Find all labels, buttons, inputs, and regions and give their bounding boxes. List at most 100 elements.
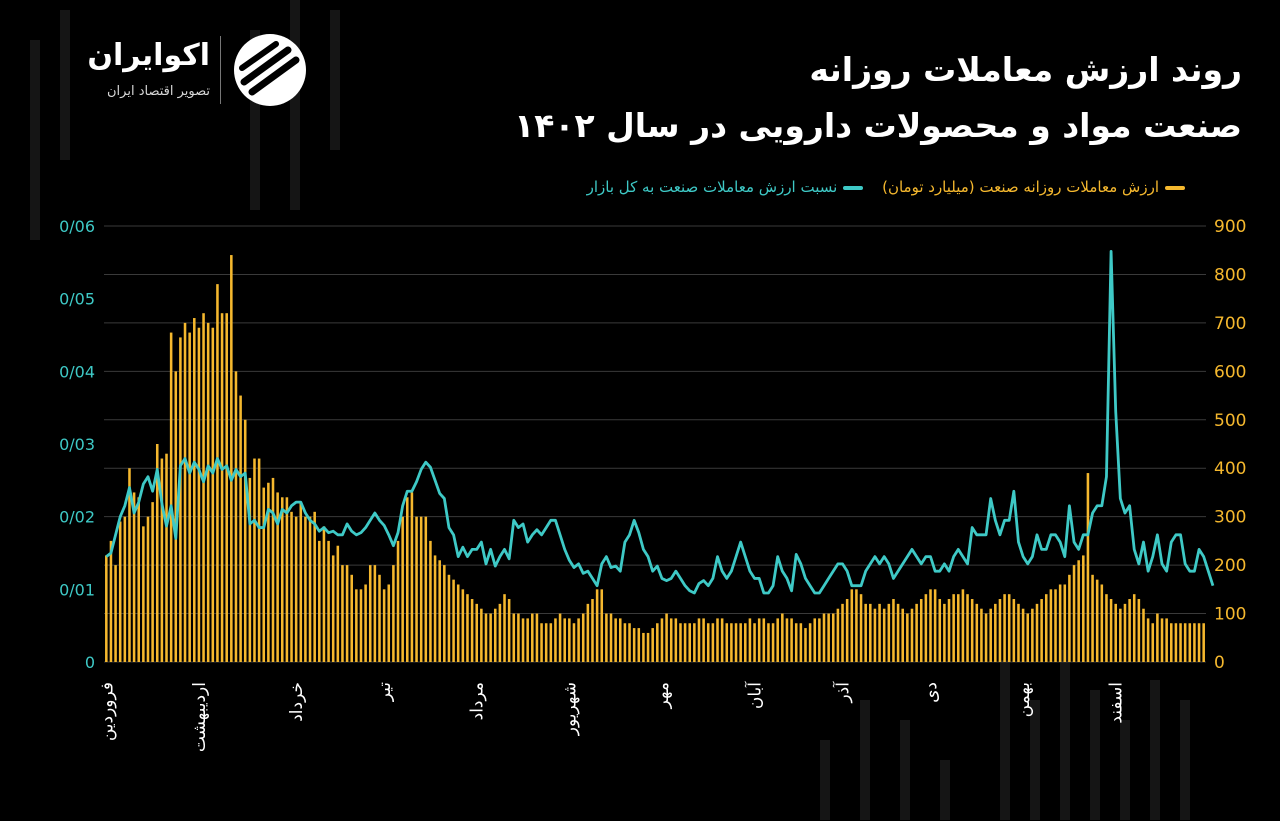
background-candle bbox=[60, 10, 70, 160]
data-bar bbox=[364, 584, 367, 662]
data-bar bbox=[308, 516, 312, 662]
data-bar bbox=[1049, 589, 1053, 662]
data-bar bbox=[1202, 623, 1205, 662]
data-bar bbox=[1026, 613, 1030, 662]
data-bar bbox=[827, 613, 830, 662]
data-bar bbox=[989, 608, 992, 662]
background-candle bbox=[250, 30, 260, 210]
data-bar bbox=[660, 618, 664, 662]
data-bar bbox=[1072, 565, 1076, 662]
data-bar bbox=[952, 594, 955, 662]
data-bar bbox=[137, 497, 141, 662]
right-tick-label: 100 bbox=[1214, 605, 1246, 625]
data-bar bbox=[1003, 594, 1006, 662]
data-bar bbox=[1058, 584, 1062, 662]
legend-bar-label: ارزش معاملات روزانه صنعت (میلیارد تومان) bbox=[882, 178, 1159, 196]
data-bar bbox=[1119, 608, 1122, 662]
data-bar bbox=[702, 618, 705, 662]
data-bar bbox=[957, 594, 960, 662]
month-tick-label: مرداد bbox=[468, 682, 488, 720]
data-bar bbox=[818, 618, 821, 662]
data-bar bbox=[618, 618, 622, 662]
data-bar bbox=[243, 419, 247, 662]
data-bar bbox=[859, 594, 863, 662]
data-bar bbox=[220, 313, 224, 662]
data-bar bbox=[535, 613, 539, 662]
data-bar bbox=[1082, 555, 1085, 662]
data-bar bbox=[1105, 594, 1108, 662]
data-bar bbox=[1077, 560, 1080, 662]
data-bar bbox=[878, 603, 881, 662]
data-bar bbox=[248, 477, 252, 662]
data-bar bbox=[882, 608, 886, 662]
data-bar bbox=[461, 589, 465, 662]
data-bar bbox=[355, 589, 358, 662]
data-bar bbox=[628, 623, 631, 662]
data-bar bbox=[419, 516, 423, 662]
data-bar bbox=[531, 613, 534, 662]
data-bar bbox=[646, 632, 650, 662]
bar-series bbox=[105, 255, 1205, 663]
data-bar bbox=[155, 444, 159, 662]
left-tick-label: 0/06 bbox=[59, 217, 95, 236]
data-bar bbox=[933, 589, 937, 662]
background-candle bbox=[330, 10, 340, 150]
data-bar bbox=[331, 555, 335, 662]
left-tick-label: 0/02 bbox=[59, 508, 95, 527]
data-bar bbox=[572, 623, 576, 662]
data-bar bbox=[1179, 623, 1182, 662]
data-bar bbox=[1197, 623, 1201, 662]
data-bar bbox=[1193, 623, 1196, 662]
ecoiran-logo-icon bbox=[234, 34, 306, 106]
data-bar bbox=[368, 565, 372, 662]
data-bar bbox=[160, 458, 164, 662]
month-tick-label: خرداد bbox=[287, 682, 307, 722]
data-bar bbox=[359, 589, 363, 662]
data-bar bbox=[734, 623, 738, 662]
brand-name: اکوایران bbox=[87, 38, 210, 73]
data-bar bbox=[910, 608, 914, 662]
data-bar bbox=[581, 613, 585, 662]
data-bar bbox=[919, 599, 923, 662]
data-bar bbox=[896, 603, 900, 662]
data-bar bbox=[776, 618, 779, 662]
data-bar bbox=[197, 327, 201, 662]
month-tick-label: اسفند bbox=[1107, 682, 1127, 724]
data-bar bbox=[165, 453, 168, 662]
data-bar bbox=[822, 613, 826, 662]
left-tick-label: 0/04 bbox=[59, 362, 95, 381]
data-bar bbox=[429, 540, 432, 662]
data-bar bbox=[706, 623, 710, 662]
data-bar bbox=[1063, 584, 1067, 662]
left-tick-label: 0/01 bbox=[59, 580, 95, 599]
data-bar bbox=[767, 623, 770, 662]
data-bar bbox=[146, 516, 150, 662]
data-bar bbox=[1183, 623, 1187, 662]
data-bar bbox=[193, 318, 196, 662]
data-bar bbox=[771, 623, 775, 662]
data-bar bbox=[1137, 599, 1141, 662]
data-bar bbox=[785, 618, 789, 662]
data-bar bbox=[105, 555, 108, 662]
data-bar bbox=[984, 613, 988, 662]
background-candle bbox=[1030, 700, 1040, 820]
data-bar bbox=[1142, 608, 1145, 662]
data-bar bbox=[591, 599, 594, 662]
data-bar bbox=[1128, 599, 1131, 662]
data-bar bbox=[396, 540, 400, 662]
background-candle bbox=[30, 40, 40, 240]
data-bar bbox=[285, 497, 289, 662]
month-tick-label: آذر bbox=[832, 681, 854, 704]
legend-item-line: نسبت ارزش معاملات صنعت به کل بازار bbox=[587, 178, 864, 196]
data-bar bbox=[202, 313, 205, 662]
data-bar bbox=[929, 589, 932, 662]
right-tick-label: 700 bbox=[1214, 314, 1246, 334]
data-bar bbox=[1151, 623, 1155, 662]
right-tick-label: 300 bbox=[1214, 508, 1246, 528]
legend-line-label: نسبت ارزش معاملات صنعت به کل بازار bbox=[586, 178, 838, 196]
data-bar bbox=[790, 618, 793, 662]
data-bar bbox=[864, 603, 867, 662]
data-bar bbox=[294, 516, 298, 662]
data-bar bbox=[938, 599, 942, 662]
data-bar bbox=[392, 565, 395, 662]
